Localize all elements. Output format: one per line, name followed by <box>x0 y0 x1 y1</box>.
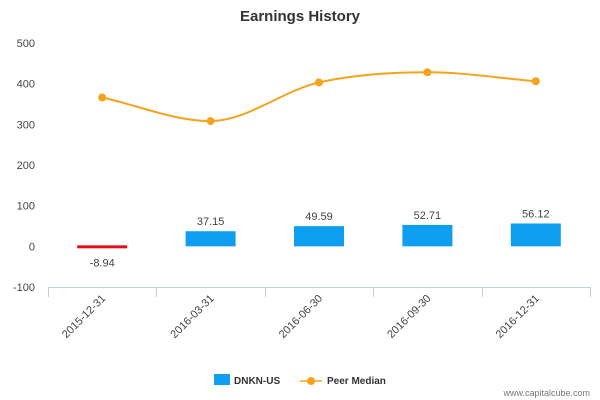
y-tick-label: 200 <box>17 160 35 172</box>
chart-title: Earnings History <box>240 8 361 25</box>
x-tick-label: 2016-06-30 <box>277 293 325 341</box>
peer-median-point <box>315 78 323 87</box>
peer-median-point <box>206 117 215 126</box>
peer-median-point <box>423 68 432 77</box>
bar-data-label: 37.15 <box>197 216 225 228</box>
bar-data-label: -8.94 <box>90 257 115 269</box>
y-tick-label: 100 <box>17 201 35 213</box>
bar-data-label: 49.59 <box>305 211 333 223</box>
bar-dnkn <box>294 226 344 247</box>
legend-label-dnkn[interactable]: DNKN-US <box>234 376 280 387</box>
y-tick-label: 300 <box>17 119 35 131</box>
bar-data-label: 56.12 <box>522 209 550 221</box>
y-tick-label: 400 <box>17 79 35 91</box>
x-tick-label: 2015-12-31 <box>60 293 108 341</box>
y-tick-label: -100 <box>13 282 35 294</box>
legend: DNKN-US Peer Median <box>214 374 386 387</box>
bar-dnkn <box>185 231 236 247</box>
bar-dnkn <box>402 224 453 247</box>
legend-swatch-dnkn <box>214 374 230 385</box>
legend-label-peer-median[interactable]: Peer Median <box>327 376 386 387</box>
bar-dnkn <box>510 223 561 247</box>
bar-dnkn <box>77 245 128 249</box>
y-tick-label: 500 <box>17 38 35 50</box>
bar-data-label: 52.71 <box>414 210 442 222</box>
source-credit: www.capitalcube.com <box>502 388 590 398</box>
legend-swatch-peer-marker <box>307 377 315 385</box>
x-tick-label: 2016-03-31 <box>168 293 216 341</box>
x-tick-label: 2016-12-31 <box>494 293 542 341</box>
x-tick-label: 2016-09-30 <box>385 293 433 341</box>
peer-median-point <box>98 93 107 102</box>
plot-area: -100 0 100 200 300 400 500 2015-12-31 2016-03-31… <box>13 38 591 341</box>
peer-median-point <box>531 77 540 86</box>
y-tick-label: 0 <box>29 241 35 253</box>
